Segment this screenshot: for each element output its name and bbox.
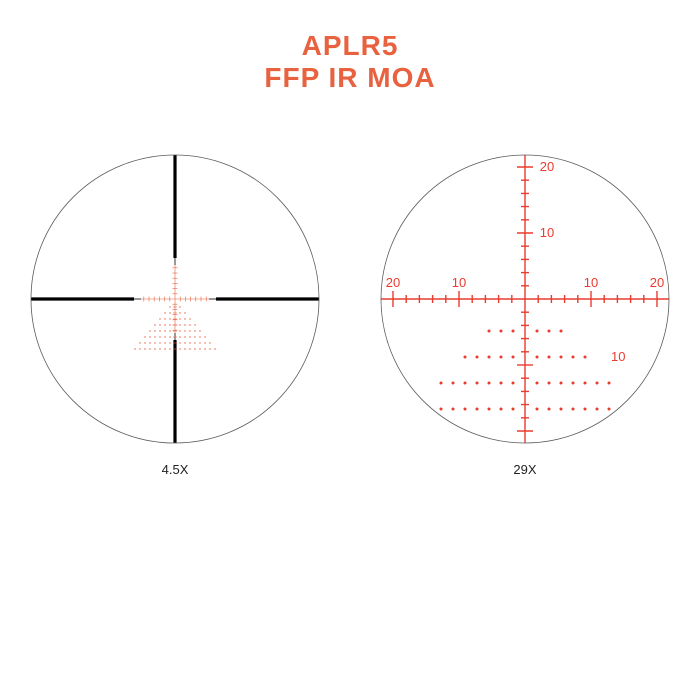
scope-left [30, 154, 320, 444]
title-line-2: FFP IR MOA [0, 62, 700, 94]
title-line-1: APLR5 [0, 30, 700, 62]
svg-text:10: 10 [584, 275, 598, 290]
scope-right: 10 20 10 20 10 20 10 [380, 154, 670, 444]
svg-text:10: 10 [611, 349, 625, 364]
scope-right-wrap: 10 20 10 20 10 20 10 29X [380, 154, 670, 477]
mag-label-left: 4.5X [162, 462, 189, 477]
svg-text:10: 10 [540, 225, 554, 240]
svg-text:20: 20 [540, 159, 554, 174]
svg-text:10: 10 [452, 275, 466, 290]
svg-text:20: 20 [386, 275, 400, 290]
title-block: APLR5 FFP IR MOA [0, 0, 700, 94]
svg-text:20: 20 [650, 275, 664, 290]
scopes-row: 4.5X 10 20 10 20 10 20 10 29X [0, 154, 700, 477]
scope-left-wrap: 4.5X [30, 154, 320, 477]
mag-label-right: 29X [513, 462, 536, 477]
